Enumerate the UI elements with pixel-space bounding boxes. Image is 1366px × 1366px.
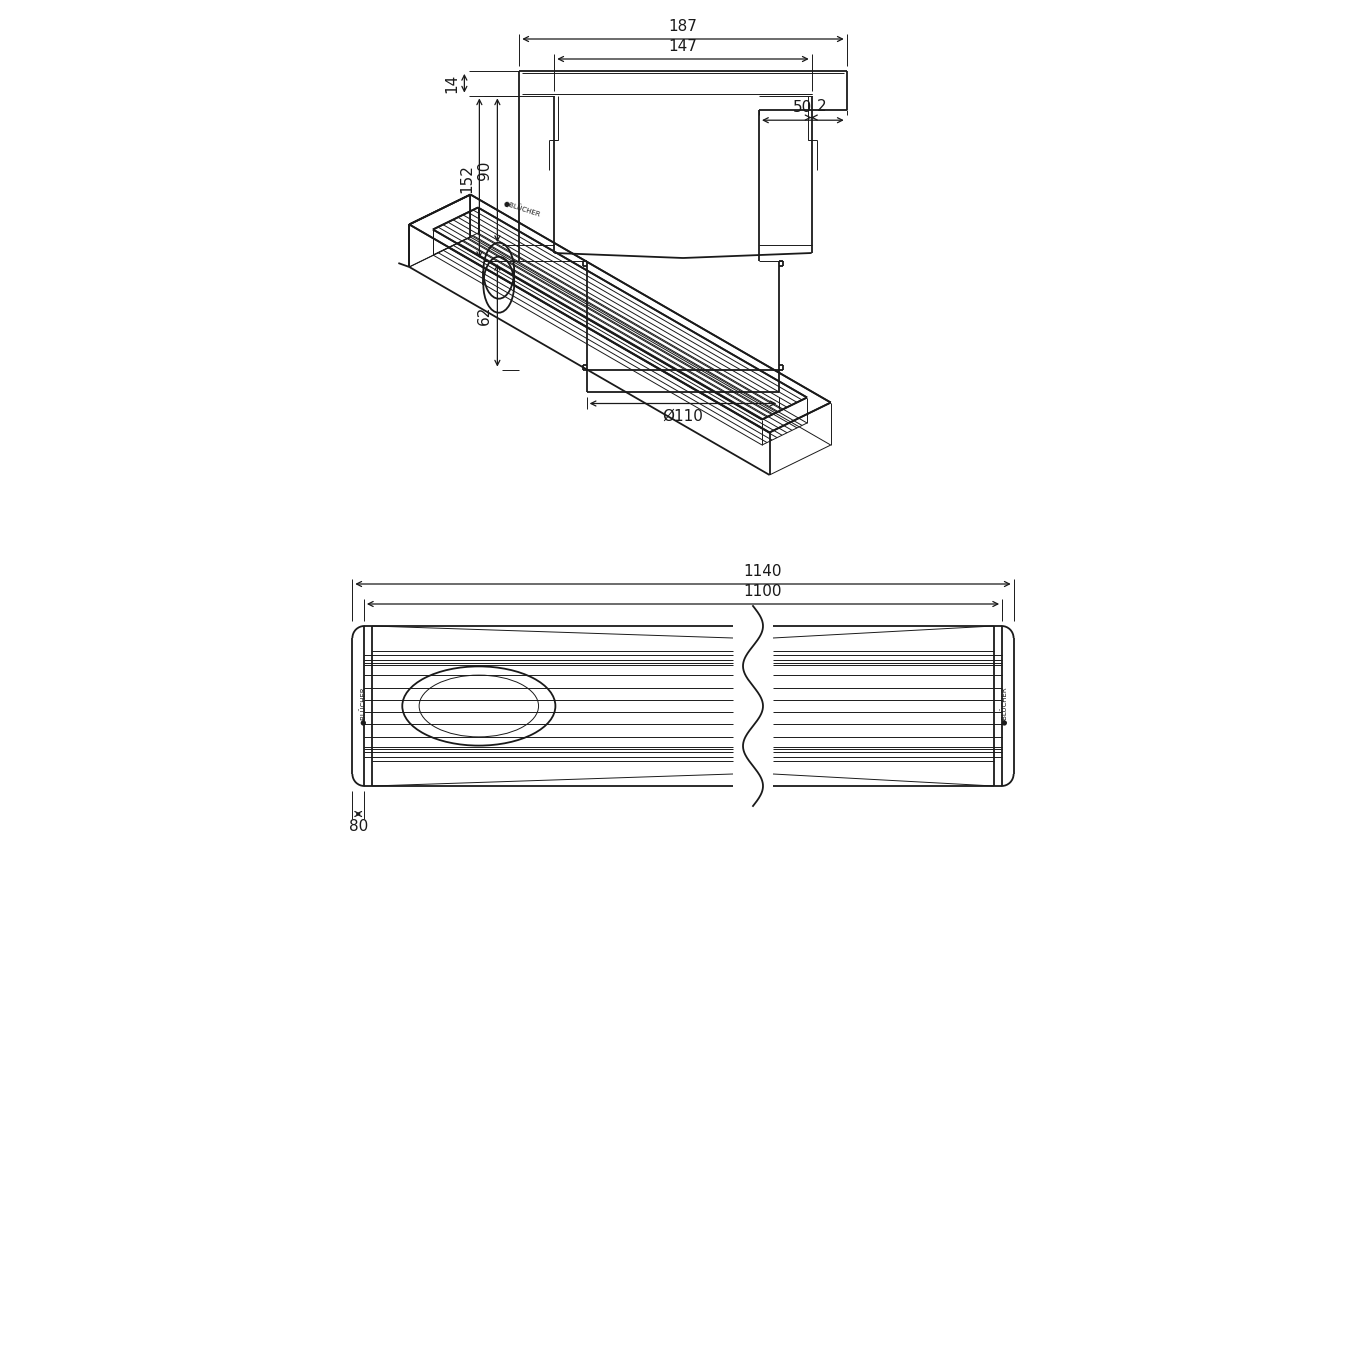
Text: Ø110: Ø110 <box>663 408 703 423</box>
Text: 14: 14 <box>444 74 459 93</box>
Text: 187: 187 <box>668 19 698 34</box>
Text: 80: 80 <box>348 820 367 835</box>
Text: 90: 90 <box>477 161 492 180</box>
Text: 50: 50 <box>794 100 813 115</box>
Text: ●BLÜCHER: ●BLÜCHER <box>358 687 366 725</box>
Text: 152: 152 <box>459 164 474 193</box>
Text: ●BLÜCHER: ●BLÜCHER <box>1000 687 1008 725</box>
Text: 147: 147 <box>668 40 698 55</box>
Text: 1140: 1140 <box>743 564 783 579</box>
Text: 1100: 1100 <box>743 585 783 600</box>
Text: 2: 2 <box>817 98 826 113</box>
Text: 62: 62 <box>477 306 492 325</box>
Text: ●BLÜCHER: ●BLÜCHER <box>503 199 542 219</box>
